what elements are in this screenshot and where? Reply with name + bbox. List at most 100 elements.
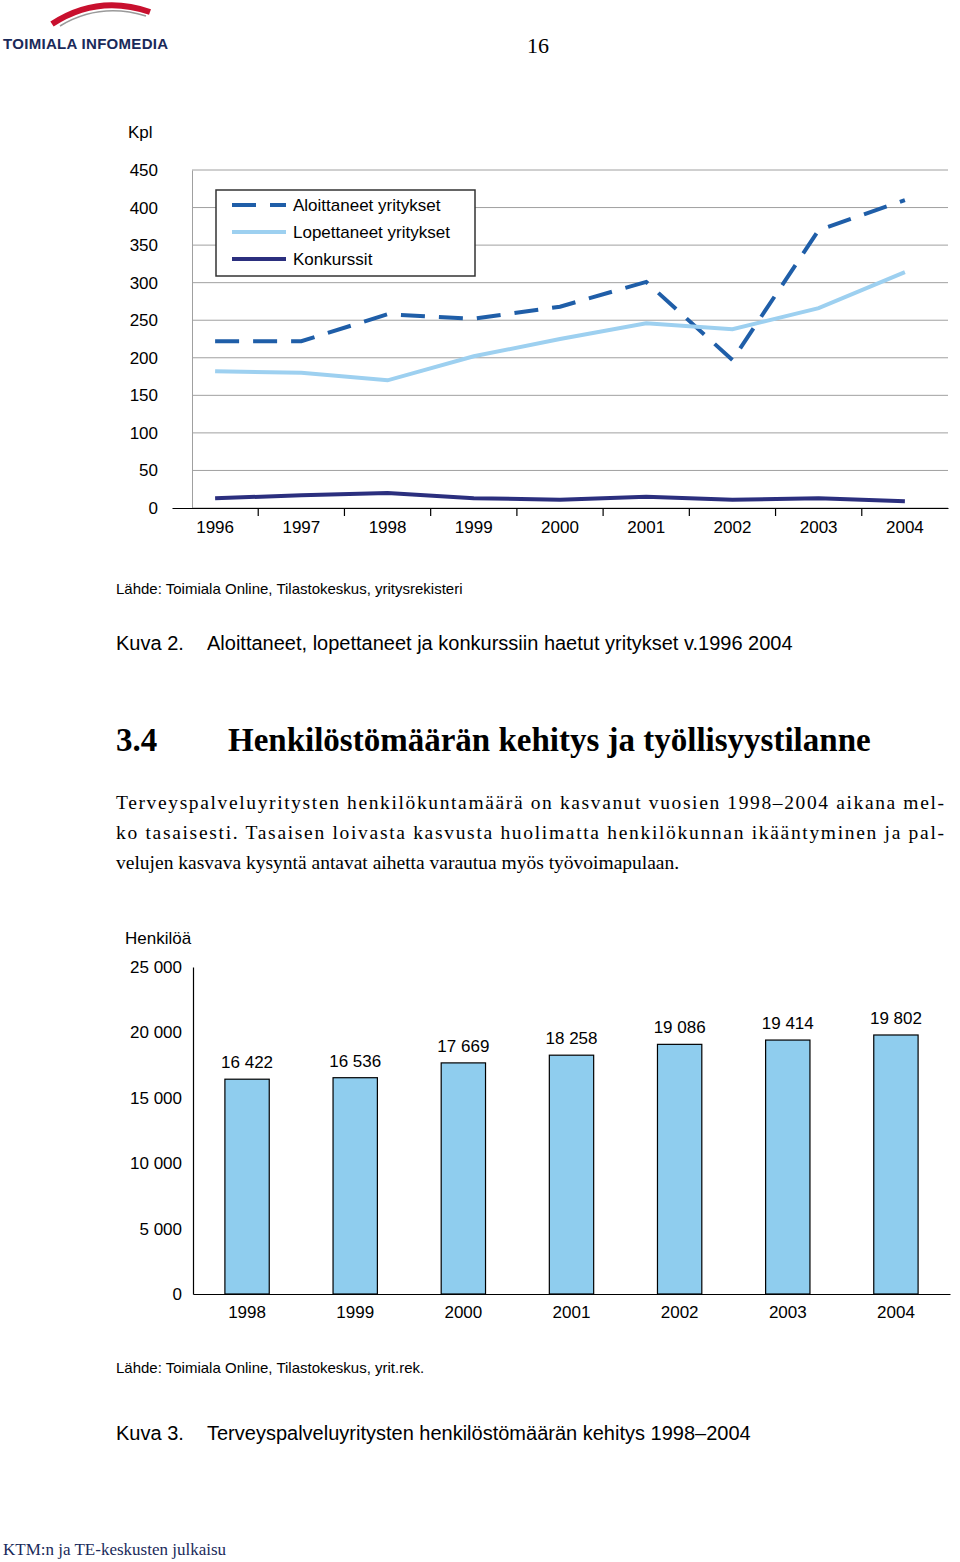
section: 3.4Henkilöstömäärän kehitys ja työllisyy… <box>116 722 944 873</box>
tick-label: 2003 <box>800 518 838 537</box>
axis-line <box>193 968 194 1295</box>
tick: 200 <box>130 349 192 368</box>
paragraph-line: velujen kasvava kysyntä antavat aihetta … <box>116 852 679 873</box>
tick: 250 <box>130 311 192 330</box>
axis-line <box>194 1294 951 1295</box>
tick-label: 1999 <box>336 1303 374 1322</box>
grid-line <box>192 282 948 283</box>
category-divider <box>344 508 345 516</box>
grid-line <box>192 432 948 433</box>
tick: 2004 <box>886 508 924 537</box>
legend-label: Aloittaneet yritykset <box>293 196 441 215</box>
y-axis: 050100150200250300350400450 <box>130 161 193 518</box>
data-label: 18 258 <box>546 1029 598 1048</box>
bar <box>657 1044 701 1294</box>
tick-label: 2001 <box>553 1303 591 1322</box>
tick: 2003 <box>769 1294 807 1322</box>
axis-title: Henkilöä <box>125 929 192 948</box>
axis-title: Kpl <box>128 123 153 142</box>
header: TOIMIALA INFOMEDIA16 <box>3 5 549 58</box>
grid-line <box>192 357 948 358</box>
category-divider <box>775 508 776 516</box>
tick: 2002 <box>714 508 752 537</box>
logo-arc <box>60 11 146 26</box>
bar <box>549 1055 593 1294</box>
data-label: 19 086 <box>654 1018 706 1037</box>
caption: Terveyspalveluyritysten henkilöstömäärän… <box>207 1422 751 1444</box>
category-divider <box>516 508 517 516</box>
grid <box>192 170 948 508</box>
tick-label: 2004 <box>877 1303 915 1322</box>
tick: 450 <box>130 161 192 180</box>
tick-label: 1999 <box>455 518 493 537</box>
tick-label: 450 <box>130 161 158 180</box>
source: Lähde: Toimiala Online, Tilastokeskus, y… <box>116 580 463 597</box>
data-label: 19 414 <box>762 1014 814 1033</box>
data-label: 17 669 <box>437 1037 489 1056</box>
tick-label: 15 000 <box>130 1089 182 1108</box>
data-label: 16 536 <box>329 1052 381 1071</box>
tick-label: 1996 <box>196 518 234 537</box>
tick: 2004 <box>877 1294 915 1322</box>
chart: 0501001502002503003504004501996199719981… <box>116 123 949 654</box>
grid-line <box>192 320 948 321</box>
category-divider <box>603 508 604 516</box>
heading-number: 3.4 <box>116 722 157 758</box>
caption: Aloittaneet, lopettaneet ja konkurssiin … <box>207 632 793 654</box>
series-line <box>215 493 905 501</box>
tick: 100 <box>130 424 192 443</box>
bar <box>441 1063 485 1294</box>
tick: 10 000 <box>130 1154 193 1173</box>
tick: 0 <box>173 1285 193 1304</box>
paragraph-line: Terveyspalveluyritysten henkilökuntamäär… <box>116 792 944 813</box>
category-divider <box>258 508 259 516</box>
category-divider <box>689 508 690 516</box>
tick-label: 0 <box>149 499 158 518</box>
axis-line <box>173 508 949 509</box>
figure-number: Kuva 3. <box>116 1422 184 1444</box>
x-axis: 1998199920002001200220032004 <box>194 1294 951 1322</box>
figure-number: Kuva 2. <box>116 632 184 654</box>
tick-label: 2000 <box>444 1303 482 1322</box>
plot-area <box>225 1035 918 1294</box>
paragraph-line: ko tasaisesti. Tasaisen loivasta kasvust… <box>116 822 944 843</box>
tick-label: 250 <box>130 311 158 330</box>
tick: 25 000 <box>130 958 193 977</box>
tick-label: 350 <box>130 236 158 255</box>
source: Lähde: Toimiala Online, Tilastokeskus, y… <box>116 1359 424 1376</box>
tick: 350 <box>130 236 192 255</box>
tick-label: 25 000 <box>130 958 182 977</box>
tick-label: 5 000 <box>139 1220 182 1239</box>
category-divider <box>430 508 431 516</box>
tick: 1999 <box>455 508 493 537</box>
tick: 5 000 <box>139 1220 193 1239</box>
tick-label: 300 <box>130 274 158 293</box>
logo-text: TOIMIALA INFOMEDIA <box>3 35 168 52</box>
tick-label: 2004 <box>886 518 924 537</box>
tick: 15 000 <box>130 1089 193 1108</box>
tick: 1999 <box>336 1294 374 1322</box>
grid-line <box>192 395 948 396</box>
tick: 2000 <box>541 508 579 537</box>
legend-swatch <box>232 257 286 261</box>
tick-label: 10 000 <box>130 1154 182 1173</box>
bar <box>766 1040 810 1294</box>
tick-label: 100 <box>130 424 158 443</box>
tick-label: 2002 <box>714 518 752 537</box>
chart: 05 00010 00015 00020 00025 0001998199920… <box>116 929 951 1444</box>
series-line <box>215 200 905 360</box>
tick: 150 <box>130 386 192 405</box>
footer-text: KTM:n ja TE-keskusten julkaisu <box>3 1540 227 1559</box>
axis-line <box>192 171 193 509</box>
series-line <box>215 272 905 380</box>
tick: 2001 <box>553 1294 591 1322</box>
tick: 1996 <box>196 508 234 537</box>
grid-line <box>192 170 948 171</box>
data-labels: 16 42216 53617 66918 25819 08619 41419 8… <box>221 1009 922 1072</box>
tick: 400 <box>130 198 192 217</box>
tick: 2002 <box>661 1294 699 1322</box>
footer: KTM:n ja TE-keskusten julkaisu <box>3 1540 227 1559</box>
tick-label: 2003 <box>769 1303 807 1322</box>
tick: 2003 <box>800 508 838 537</box>
tick: 1998 <box>369 508 407 537</box>
